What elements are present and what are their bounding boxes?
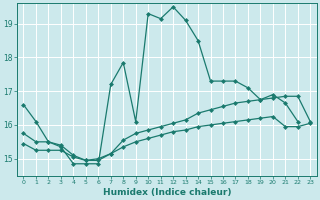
X-axis label: Humidex (Indice chaleur): Humidex (Indice chaleur) bbox=[103, 188, 231, 197]
